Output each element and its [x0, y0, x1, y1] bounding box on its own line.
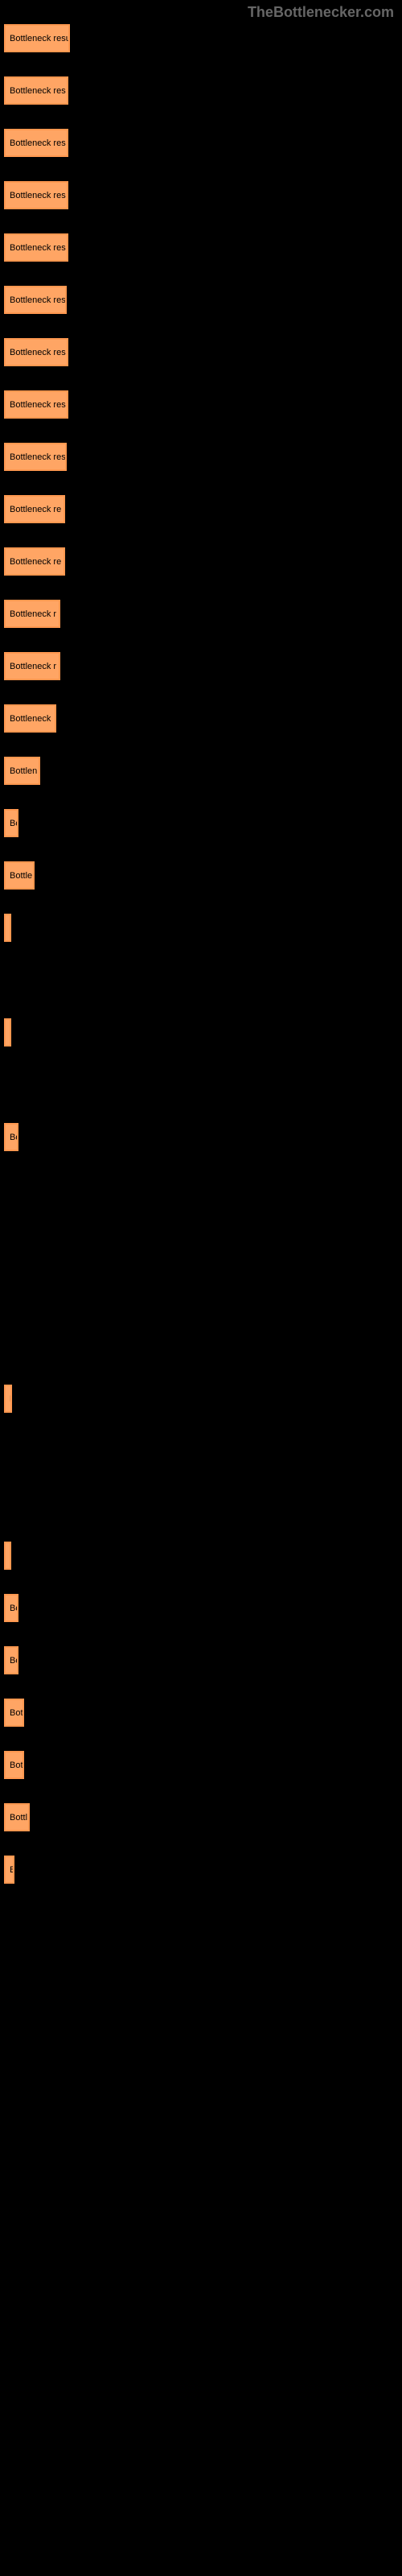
chart-bar: Bottleneck res — [4, 129, 68, 157]
bar-row: | — [4, 914, 398, 942]
chart-bar: | — [4, 1018, 11, 1046]
bar-row: B — [4, 1856, 398, 1884]
bar-label: | — [10, 1028, 11, 1038]
bar-row: B — [4, 1385, 398, 1413]
bar-label: Bo — [10, 1133, 18, 1142]
chart-bar: Bottleneck res — [4, 181, 68, 209]
chart-bar: Bottleneck r — [4, 652, 60, 680]
chart-bar: Bottleneck res — [4, 443, 67, 471]
chart-bar: | — [4, 1542, 11, 1570]
chart-bar: Bottlen — [4, 757, 40, 785]
bar-row: Bo — [4, 1646, 398, 1674]
bar-label: Bottleneck res — [10, 295, 66, 305]
bar-row: Bottleneck res — [4, 76, 398, 105]
bar-row: Bottleneck res — [4, 443, 398, 471]
bar-row: Bo — [4, 1594, 398, 1622]
chart-bar: Bottl — [4, 1803, 30, 1831]
bar-label: Bottleneck res — [10, 400, 66, 410]
bar-label: Bottleneck r — [10, 662, 56, 671]
chart-bar: B — [4, 1856, 14, 1884]
chart-bar: B — [4, 1385, 12, 1413]
chart-bar: Bottleneck res — [4, 76, 68, 105]
bar-row — [4, 1489, 398, 1517]
chart-bar: Bottleneck re — [4, 547, 65, 576]
chart-bar: Bo — [4, 809, 18, 837]
bar-row — [4, 1228, 398, 1256]
bar-label: | — [10, 1551, 11, 1561]
chart-bar: Bottleneck res — [4, 233, 68, 262]
bar-label: Bottl — [10, 1813, 27, 1823]
bar-label: Bottleneck re — [10, 505, 61, 514]
bar-label: Bo — [10, 1656, 18, 1666]
bar-label: B — [10, 1394, 12, 1404]
chart-bar: Bo — [4, 1646, 18, 1674]
bar-row: | — [4, 1018, 398, 1046]
chart-bar: Bottleneck r — [4, 600, 60, 628]
bar-label: Bottleneck res — [10, 138, 66, 148]
bar-row: Bottleneck resu — [4, 24, 398, 52]
chart-bar: Bottleneck res — [4, 390, 68, 419]
bar-label: Bottle — [10, 871, 32, 881]
bar-row: Bottleneck res — [4, 129, 398, 157]
bar-row: Bo — [4, 1123, 398, 1151]
bar-label: Bottleneck res — [10, 348, 66, 357]
bar-row: Bottleneck res — [4, 390, 398, 419]
bar-row: Bottle — [4, 861, 398, 890]
bar-label: Bottleneck resu — [10, 34, 70, 43]
chart-bar: Bot — [4, 1699, 24, 1727]
bar-row: Bot — [4, 1699, 398, 1727]
chart-bar: Bottleneck re — [4, 495, 65, 523]
chart-bar: Bottleneck resu — [4, 24, 70, 52]
bar-row: | — [4, 1542, 398, 1570]
bar-row: Bottleneck re — [4, 495, 398, 523]
chart-bar: Bottleneck — [4, 704, 56, 733]
bar-label: Bo — [10, 1604, 18, 1613]
bar-label: B — [10, 1865, 14, 1875]
bar-row: Bottleneck — [4, 704, 398, 733]
bar-row: Bottleneck res — [4, 181, 398, 209]
bar-label: Bottleneck res — [10, 243, 66, 253]
bar-row — [4, 1280, 398, 1308]
chart-bar: | — [4, 914, 11, 942]
chart-bar: Bo — [4, 1594, 18, 1622]
bar-row — [4, 1071, 398, 1099]
bar-label: Bo — [10, 819, 18, 828]
bar-row — [4, 1437, 398, 1465]
bar-label: Bot — [10, 1761, 23, 1770]
bar-row: Bottlen — [4, 757, 398, 785]
bar-row: Bot — [4, 1751, 398, 1779]
watermark-text: TheBottlenecker.com — [248, 4, 394, 21]
bar-row — [4, 1175, 398, 1203]
bar-row: Bottl — [4, 1803, 398, 1831]
bar-label: Bottleneck r — [10, 609, 56, 619]
bar-row: Bottleneck res — [4, 338, 398, 366]
bar-row — [4, 966, 398, 994]
bar-label: Bottleneck res — [10, 191, 66, 200]
bar-chart: Bottleneck resu Bottleneck res Bottleneck … — [0, 0, 402, 1916]
bar-label: Bottleneck res — [10, 452, 66, 462]
bar-row: Bottleneck res — [4, 286, 398, 314]
bar-row: Bottleneck re — [4, 547, 398, 576]
bar-row: Bottleneck r — [4, 652, 398, 680]
bar-row: Bo — [4, 809, 398, 837]
chart-bar: Bot — [4, 1751, 24, 1779]
bar-label: Bottleneck re — [10, 557, 61, 567]
bar-label: Bottleneck — [10, 714, 51, 724]
bar-label: Bot — [10, 1708, 23, 1718]
chart-bar: Bottleneck res — [4, 338, 68, 366]
bar-row: Bottleneck res — [4, 233, 398, 262]
bar-label: Bottleneck res — [10, 86, 66, 96]
bar-label: | — [10, 923, 11, 933]
chart-bar: Bottle — [4, 861, 35, 890]
chart-bar: Bottleneck res — [4, 286, 67, 314]
chart-bar: Bo — [4, 1123, 18, 1151]
bar-label: Bottlen — [10, 766, 37, 776]
bar-row: Bottleneck r — [4, 600, 398, 628]
bar-row — [4, 1332, 398, 1360]
